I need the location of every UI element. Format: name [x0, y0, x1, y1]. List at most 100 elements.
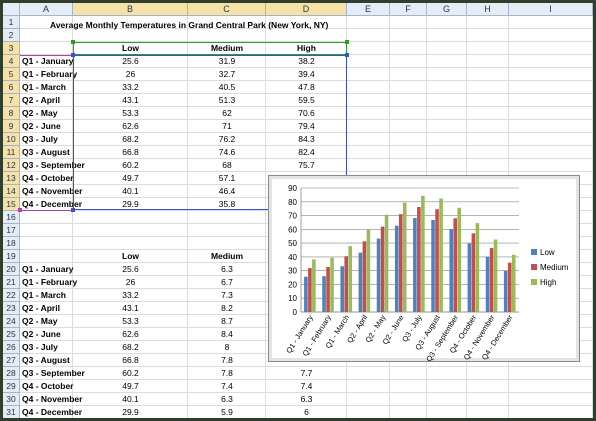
table2-row-label[interactable]: Q1 - January: [22, 264, 74, 274]
row-header-17[interactable]: 17: [3, 224, 20, 237]
row-header-13[interactable]: 13: [3, 172, 20, 185]
table1-row-label[interactable]: Q3 - August: [22, 147, 70, 157]
row-header-14[interactable]: 14: [3, 185, 20, 198]
column-header-e[interactable]: E: [347, 3, 390, 16]
table1-cell-low[interactable]: 43.1: [122, 95, 139, 105]
table1-row-label[interactable]: Q2 - June: [22, 121, 61, 131]
column-header-i[interactable]: I: [509, 3, 593, 16]
table2-cell-low[interactable]: 33.2: [122, 290, 139, 300]
table1-cell-low[interactable]: 49.7: [122, 173, 139, 183]
table2-cell-medium[interactable]: 8.2: [221, 303, 233, 313]
table2-cell-low[interactable]: 29.9: [122, 407, 139, 417]
table1-cell-low[interactable]: 40.1: [122, 186, 139, 196]
row-header-27[interactable]: 27: [3, 354, 20, 367]
column-header-b[interactable]: B: [73, 3, 188, 16]
row-header-6[interactable]: 6: [3, 81, 20, 94]
row-header-18[interactable]: 18: [3, 237, 20, 250]
table2-cell-medium[interactable]: 8.4: [221, 329, 233, 339]
row-header-24[interactable]: 24: [3, 315, 20, 328]
table1-cell-high[interactable]: 70.6: [298, 108, 315, 118]
table2-cell-high[interactable]: 6.3: [300, 394, 313, 404]
selection-resize-handle[interactable]: [345, 40, 349, 44]
table1-cell-medium[interactable]: 62: [222, 108, 232, 118]
table2-cell-medium[interactable]: 7.8: [221, 355, 233, 365]
table1-cell-low[interactable]: 29.9: [122, 199, 139, 209]
row-header-26[interactable]: 26: [3, 341, 20, 354]
table1-cell-medium[interactable]: 57.1: [218, 173, 236, 183]
table1-cell-medium[interactable]: 40.5: [218, 82, 236, 92]
table2-cell-low[interactable]: 26: [125, 277, 136, 287]
table2-cell-low[interactable]: 66.8: [122, 355, 139, 365]
table2-row-label[interactable]: Q1 - February: [22, 277, 78, 287]
table1-row-label[interactable]: Q4 - October: [22, 173, 74, 183]
table1-row-label[interactable]: Q1 - March: [22, 82, 66, 92]
selection-resize-handle[interactable]: [345, 53, 349, 57]
table2-row-label[interactable]: Q4 - October: [22, 381, 74, 391]
row-header-7[interactable]: 7: [3, 94, 20, 107]
table1-cell-low[interactable]: 33.2: [122, 82, 139, 92]
table2-row-label[interactable]: Q2 - June: [22, 329, 61, 339]
table2-cell-medium[interactable]: 5.9: [221, 407, 233, 417]
table2-cell-low[interactable]: 68.2: [122, 342, 139, 352]
table1-cell-low[interactable]: 62.6: [122, 121, 139, 131]
column-header-d[interactable]: D: [266, 3, 347, 16]
row-header-15[interactable]: 15: [3, 198, 20, 211]
chart-object[interactable]: 0 10 20 30 40 50 60 70 80 90 Q1 - January Q1 - Febr…: [268, 175, 580, 363]
table2-header-medium[interactable]: Medium: [210, 251, 244, 261]
table1-cell-low[interactable]: 26: [125, 69, 136, 79]
table2-cell-low[interactable]: 53.3: [122, 316, 139, 326]
row-header-20[interactable]: 20: [3, 263, 20, 276]
table2-cell-low[interactable]: 25.6: [122, 264, 139, 274]
table2-cell-low[interactable]: 40.1: [122, 394, 139, 404]
row-header-9[interactable]: 9: [3, 120, 20, 133]
selection-resize-handle[interactable]: [71, 40, 75, 44]
table1-cell-medium[interactable]: 74.6: [218, 147, 236, 157]
table1-cell-low[interactable]: 66.8: [122, 147, 139, 157]
table2-row-label[interactable]: Q3 - September: [22, 368, 85, 378]
table2-row-label[interactable]: Q2 - May: [22, 316, 58, 326]
table1-row-label[interactable]: Q2 - April: [22, 95, 60, 105]
table1-cell-high[interactable]: 82.4: [298, 147, 315, 157]
row-header-16[interactable]: 16: [3, 211, 20, 224]
row-header-1[interactable]: 1: [3, 16, 20, 29]
table1-cell-medium[interactable]: 76.2: [218, 134, 236, 144]
table2-cell-medium[interactable]: 6.7: [221, 277, 233, 287]
row-header-29[interactable]: 29: [3, 380, 20, 393]
table1-cell-high[interactable]: 75.7: [298, 160, 315, 170]
table2-cell-high[interactable]: 7.7: [300, 368, 313, 378]
table1-cell-high[interactable]: 39.4: [298, 69, 315, 79]
column-header-c[interactable]: C: [188, 3, 266, 16]
row-header-19[interactable]: 19: [3, 250, 20, 263]
row-header-2[interactable]: 2: [3, 29, 20, 42]
table1-cell-high[interactable]: 59.5: [298, 95, 315, 105]
table2-cell-medium[interactable]: 7.3: [221, 290, 233, 300]
table2-row-label[interactable]: Q2 - April: [22, 303, 60, 313]
table2-row-label[interactable]: Q3 - July: [22, 342, 58, 352]
table1-header-medium[interactable]: Medium: [210, 43, 244, 53]
sheet-title[interactable]: Average Monthly Temperatures in Grand Ce…: [50, 20, 329, 30]
table1-cell-high[interactable]: 38.2: [298, 56, 315, 66]
row-header-5[interactable]: 5: [3, 68, 20, 81]
selection-resize-handle[interactable]: [71, 53, 75, 57]
table2-row-label[interactable]: Q3 - August: [22, 355, 70, 365]
table1-row-label[interactable]: Q1 - January: [22, 56, 74, 66]
table2-cell-medium[interactable]: 6.3: [221, 394, 233, 404]
table2-header-low[interactable]: Low: [122, 251, 139, 261]
row-header-8[interactable]: 8: [3, 107, 20, 120]
table1-cell-high[interactable]: 79.4: [298, 121, 315, 131]
table1-header-high[interactable]: High: [297, 43, 316, 53]
table1-cell-medium[interactable]: 68: [222, 160, 232, 170]
table1-row-label[interactable]: Q3 - July: [22, 134, 58, 144]
column-header-h[interactable]: H: [467, 3, 509, 16]
table1-row-label[interactable]: Q1 - February: [22, 69, 78, 79]
table1-cell-medium[interactable]: 71: [222, 121, 232, 131]
row-header-31[interactable]: 31: [3, 406, 20, 418]
table2-cell-high[interactable]: 7.4: [300, 381, 313, 391]
row-header-10[interactable]: 10: [3, 133, 20, 146]
column-header-g[interactable]: G: [427, 3, 467, 16]
row-header-23[interactable]: 23: [3, 302, 20, 315]
table1-header-low[interactable]: Low: [122, 43, 139, 53]
table1-cell-high[interactable]: 84.3: [298, 134, 315, 144]
table2-cell-low[interactable]: 43.1: [122, 303, 139, 313]
